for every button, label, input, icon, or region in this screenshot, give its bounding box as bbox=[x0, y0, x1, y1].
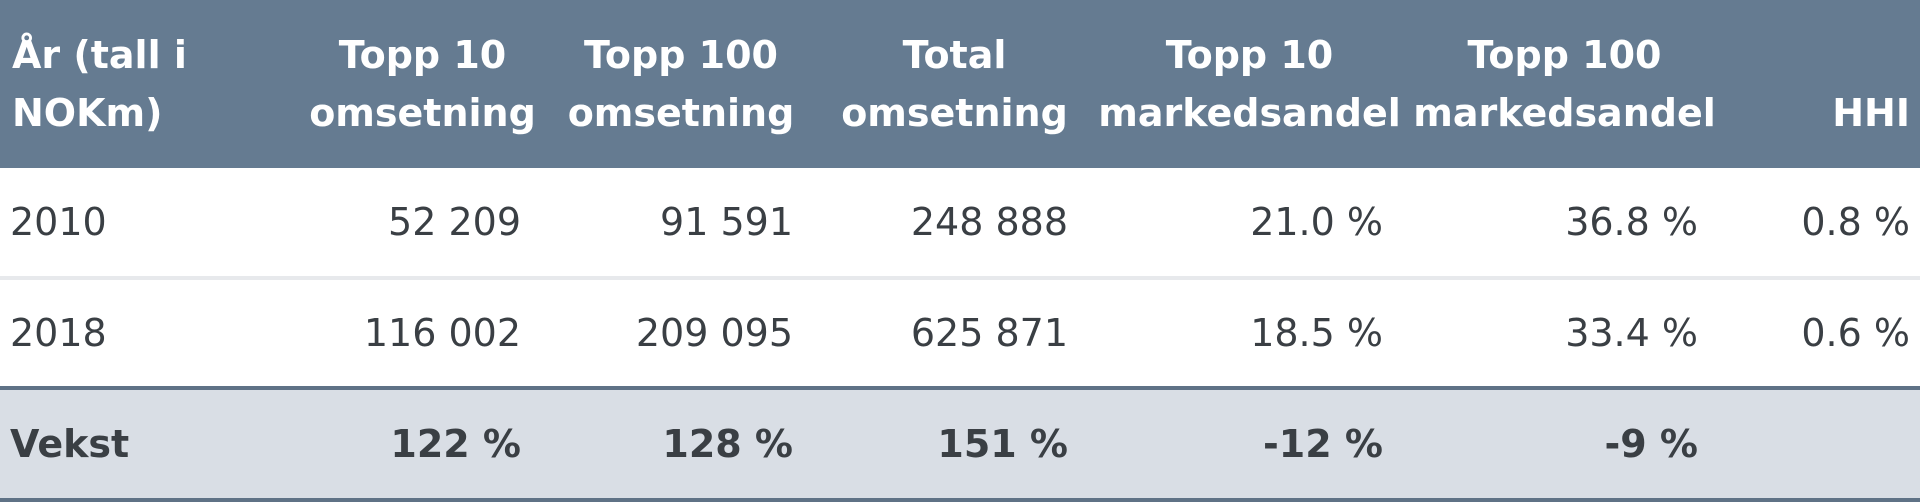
cell-top10-revenue: 52 209 bbox=[300, 168, 545, 280]
cell-growth-top10-market-share: -12 % bbox=[1092, 386, 1407, 502]
table-row-2018: 2018 116 002 209 095 625 871 18.5 % 33.4… bbox=[0, 278, 1920, 388]
cell-top100-revenue: 91 591 bbox=[545, 168, 817, 280]
cell-hhi: 0.6 % bbox=[1801, 311, 1910, 355]
table-row-growth: Vekst 122 % 128 % 151 % -12 % -9 % bbox=[0, 386, 1920, 502]
cell-top10-market-share: 21.0 % bbox=[1092, 168, 1407, 280]
header-top100-revenue: Topp 100 omsetning bbox=[567, 33, 795, 135]
cell-year: 2010 bbox=[0, 168, 300, 280]
table-header: År (tall i NOKm) Topp 10 omsetning Topp … bbox=[0, 0, 1920, 168]
cell-top100-market-share: 33.4 % bbox=[1565, 311, 1698, 355]
header-top10-revenue: Topp 10 omsetning bbox=[309, 33, 536, 135]
table-body: 2010 52 209 91 591 248 888 21.0 % 36.8 %… bbox=[0, 168, 1920, 502]
header-top10-market-share: Topp 10 markedsandel bbox=[1098, 33, 1401, 135]
cell-total-revenue: 248 888 bbox=[817, 168, 1092, 280]
header-total-revenue: Total omsetning bbox=[841, 33, 1068, 135]
cell-growth-top10-revenue: 122 % bbox=[300, 386, 545, 502]
header-hhi: HHI bbox=[1832, 91, 1910, 135]
cell-year: 2018 bbox=[10, 311, 107, 355]
header-top100-market-share: Topp 100 markedsandel bbox=[1413, 33, 1716, 135]
cell-top10-revenue: 116 002 bbox=[363, 311, 521, 355]
cell-top100-revenue: 209 095 bbox=[635, 311, 793, 355]
cell-growth-total-revenue: 151 % bbox=[817, 386, 1092, 502]
table-row-2010: 2010 52 209 91 591 248 888 21.0 % 36.8 %… bbox=[0, 168, 1920, 280]
header-row: År (tall i NOKm) Topp 10 omsetning Topp … bbox=[0, 0, 1920, 168]
cell-growth-hhi bbox=[1722, 386, 1920, 502]
cell-growth-label: Vekst bbox=[0, 386, 300, 502]
header-year: År (tall i NOKm) bbox=[12, 33, 187, 135]
cell-top100-market-share: 36.8 % bbox=[1407, 168, 1722, 280]
cell-growth-top100-revenue: 128 % bbox=[545, 386, 817, 502]
cell-growth-top100-market-share: -9 % bbox=[1407, 386, 1722, 502]
cell-total-revenue: 625 871 bbox=[910, 311, 1068, 355]
cell-top10-market-share: 18.5 % bbox=[1250, 311, 1383, 355]
cell-hhi: 0.8 % bbox=[1722, 168, 1920, 280]
